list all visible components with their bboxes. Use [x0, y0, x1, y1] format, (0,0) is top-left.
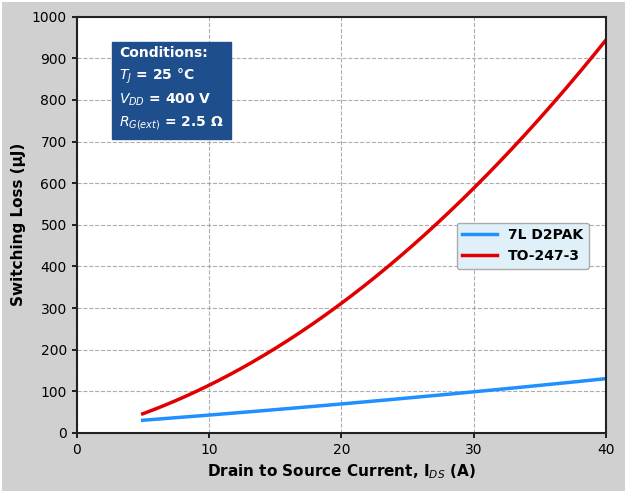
TO-247-3 — [139, 411, 146, 417]
Text: Conditions:
$T_J$ = 25 °C
$V_{DD}$ = 400 V
$R_{G(ext)}$ = 2.5 Ω: Conditions: $T_J$ = 25 °C $V_{DD}$ = 400… — [119, 46, 223, 132]
Y-axis label: Switching Loss (μJ): Switching Loss (μJ) — [11, 143, 26, 307]
7L D2PAK — [413, 394, 421, 400]
7L D2PAK — [530, 383, 537, 389]
Line: TO-247-3: TO-247-3 — [143, 40, 606, 414]
X-axis label: Drain to Source Current, I$_{DS}$ (A): Drain to Source Current, I$_{DS}$ (A) — [207, 462, 476, 481]
TO-247-3 — [602, 37, 610, 43]
TO-247-3 — [413, 239, 421, 245]
Line: 7L D2PAK: 7L D2PAK — [143, 379, 606, 420]
TO-247-3 — [559, 89, 567, 95]
7L D2PAK — [423, 393, 430, 399]
7L D2PAK — [139, 417, 146, 423]
7L D2PAK — [140, 417, 148, 423]
7L D2PAK — [415, 394, 423, 400]
7L D2PAK — [602, 376, 610, 382]
TO-247-3 — [415, 237, 423, 243]
TO-247-3 — [423, 230, 430, 236]
TO-247-3 — [530, 123, 537, 128]
TO-247-3 — [140, 410, 148, 416]
7L D2PAK — [559, 380, 567, 386]
Legend: 7L D2PAK, TO-247-3: 7L D2PAK, TO-247-3 — [456, 222, 588, 269]
